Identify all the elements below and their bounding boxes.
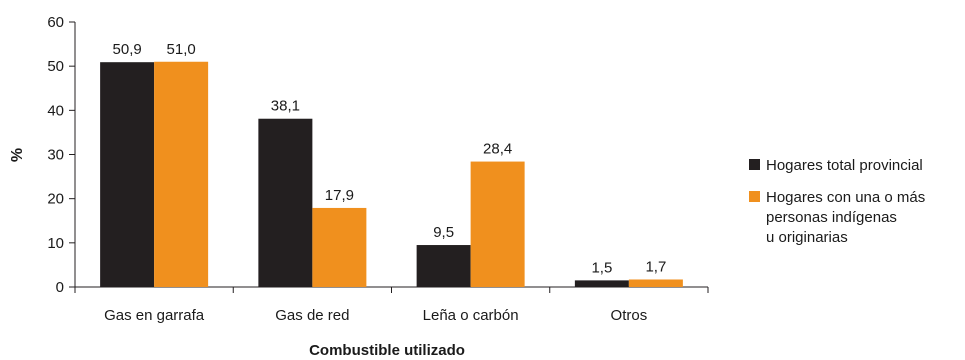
y-axis-title: %: [9, 148, 26, 162]
legend-label: personas indígenas: [766, 209, 897, 226]
legend: Hogares total provincial Hogares con una …: [749, 157, 925, 246]
data-label: 9,5: [433, 224, 454, 241]
data-label: 1,7: [645, 258, 666, 275]
data-label: 38,1: [271, 98, 300, 115]
data-label: 1,5: [591, 259, 612, 276]
y-tick-label: 30: [47, 147, 64, 164]
data-label: 17,9: [325, 187, 354, 204]
legend-swatch: [749, 159, 760, 170]
bar-total-provincial: [574, 280, 629, 287]
x-axis-title: Combustible utilizado: [309, 342, 465, 359]
legend-label: Hogares con una o más: [766, 189, 925, 206]
legend-label: u originarias: [766, 229, 848, 246]
bar-indigenas: [312, 207, 367, 287]
bar-total-provincial: [258, 118, 313, 287]
y-tick-label: 50: [47, 58, 64, 75]
legend-swatch: [749, 191, 760, 202]
x-category-label: Leña o carbón: [423, 307, 519, 324]
y-tick-label: 20: [47, 191, 64, 208]
data-label: 51,0: [167, 41, 196, 58]
bar-indigenas: [628, 279, 683, 287]
x-category-label: Gas en garrafa: [104, 307, 205, 324]
bars: [100, 61, 683, 287]
legend-label: Hogares total provincial: [766, 157, 923, 174]
bar-total-provincial: [100, 62, 155, 287]
bar-total-provincial: [416, 245, 471, 287]
x-category-label: Gas de red: [275, 307, 349, 324]
data-label: 50,9: [113, 41, 142, 58]
y-tick-label: 40: [47, 102, 64, 119]
x-axis: Gas en garrafa Gas de red Leña o carbón Otr…: [74, 286, 709, 324]
y-axis: 0 10 20 30 40 50 60: [47, 14, 76, 296]
y-tick-label: 0: [56, 279, 64, 296]
data-labels: 50,9 51,0 38,1 17,9 9,5 28,4 1,5 1,7: [113, 41, 667, 277]
x-category-label: Otros: [611, 307, 648, 324]
y-tick-label: 10: [47, 235, 64, 252]
bar-indigenas: [470, 161, 525, 287]
data-label: 28,4: [483, 141, 512, 158]
y-tick-label: 60: [47, 14, 64, 31]
bar-indigenas: [154, 61, 209, 287]
